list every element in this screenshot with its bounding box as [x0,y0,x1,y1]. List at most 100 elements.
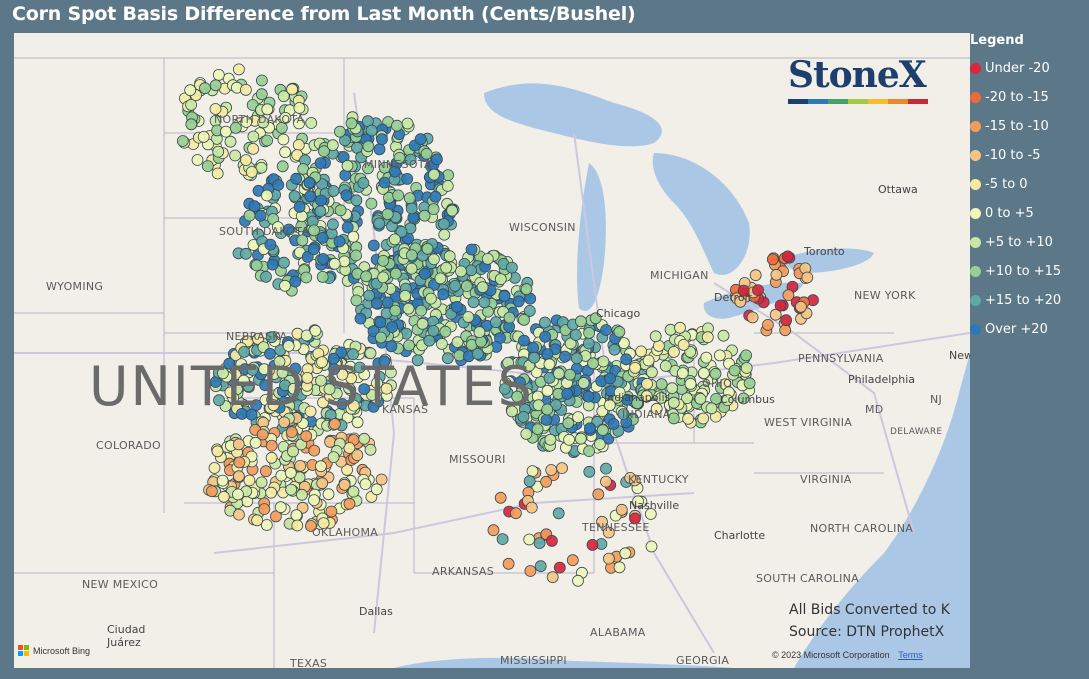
basis-point[interactable] [250,259,263,272]
basis-point[interactable] [191,154,204,166]
basis-point[interactable] [462,311,475,323]
basis-point[interactable] [645,540,658,553]
basis-point[interactable] [446,204,459,217]
basis-point[interactable] [513,376,526,389]
basis-point[interactable] [552,507,565,520]
basis-point[interactable] [401,117,414,130]
legend-item[interactable]: +5 to +10 [970,228,1085,257]
basis-point[interactable] [260,189,273,202]
basis-point[interactable] [423,334,436,347]
basis-point[interactable] [572,411,584,424]
basis-point[interactable] [533,537,546,550]
basis-point[interactable] [317,517,330,530]
basis-point[interactable] [316,270,329,283]
basis-point[interactable] [427,253,440,266]
basis-point[interactable] [607,418,620,430]
basis-point[interactable] [333,235,346,248]
basis-point[interactable] [341,463,354,476]
basis-point[interactable] [364,347,377,360]
basis-point[interactable] [279,279,291,292]
basis-point[interactable] [632,495,644,508]
basis-point[interactable] [697,412,710,425]
basis-point[interactable] [325,505,338,518]
basis-point[interactable] [779,324,792,337]
basis-point[interactable] [405,202,418,215]
basis-point[interactable] [209,79,222,92]
basis-point[interactable] [676,367,689,380]
basis-point[interactable] [279,146,292,159]
basis-point[interactable] [216,474,229,487]
basis-point[interactable] [640,390,653,403]
basis-point[interactable] [333,125,346,138]
basis-point[interactable] [559,350,571,363]
basis-point[interactable] [420,147,433,160]
basis-point[interactable] [378,176,391,189]
basis-point[interactable] [762,318,774,331]
basis-point[interactable] [282,223,295,236]
basis-point[interactable] [674,321,686,334]
basis-point[interactable] [265,486,278,499]
basis-point[interactable] [415,304,428,317]
basis-point[interactable] [293,200,306,213]
basis-point[interactable] [257,116,270,129]
basis-point[interactable] [451,336,464,349]
basis-point[interactable] [233,456,246,469]
basis-point[interactable] [781,250,794,263]
basis-point[interactable] [259,465,272,478]
basis-point[interactable] [411,354,424,367]
basis-point[interactable] [518,313,530,326]
basis-point[interactable] [229,122,242,134]
basis-point[interactable] [613,386,626,399]
basis-point[interactable] [360,270,373,283]
basis-point[interactable] [224,386,237,399]
basis-point[interactable] [273,355,286,368]
basis-point[interactable] [418,267,431,280]
basis-point[interactable] [467,296,480,309]
basis-point[interactable] [635,345,647,358]
basis-point[interactable] [365,197,378,210]
basis-point[interactable] [316,477,329,490]
terms-link[interactable]: Terms [898,650,923,660]
basis-point[interactable] [246,364,259,376]
basis-point[interactable] [314,460,327,473]
basis-point[interactable] [317,253,330,265]
basis-point[interactable] [378,355,391,368]
basis-point[interactable] [403,339,415,352]
basis-point[interactable] [737,392,750,405]
basis-point[interactable] [237,374,250,387]
basis-point[interactable] [392,189,405,202]
basis-point[interactable] [546,571,559,584]
basis-point[interactable] [473,326,486,339]
basis-point[interactable] [649,330,662,343]
basis-point[interactable] [308,224,320,237]
basis-point[interactable] [286,83,299,96]
basis-point[interactable] [743,377,756,390]
basis-point[interactable] [584,422,596,435]
basis-point[interactable] [569,329,582,341]
basis-point[interactable] [572,574,584,587]
basis-point[interactable] [327,451,340,464]
basis-point[interactable] [291,519,304,532]
basis-point[interactable] [613,561,626,574]
basis-point[interactable] [659,360,672,372]
basis-point[interactable] [728,364,741,377]
basis-point[interactable] [367,239,380,252]
basis-point[interactable] [315,194,327,207]
legend-item[interactable]: Over +20 [970,315,1085,344]
basis-point[interactable] [520,283,533,296]
basis-point[interactable] [307,243,320,256]
basis-point[interactable] [278,416,291,429]
basis-point[interactable] [258,363,271,376]
basis-point[interactable] [587,357,599,370]
basis-point[interactable] [570,352,583,365]
basis-point[interactable] [277,133,290,146]
basis-point[interactable] [604,372,616,385]
basis-point[interactable] [328,363,341,376]
basis-point[interactable] [366,389,378,401]
basis-point[interactable] [539,316,551,329]
basis-point[interactable] [421,242,434,255]
basis-point[interactable] [749,269,762,282]
basis-point[interactable] [543,358,556,371]
basis-point[interactable] [583,465,596,478]
basis-point[interactable] [544,433,557,446]
